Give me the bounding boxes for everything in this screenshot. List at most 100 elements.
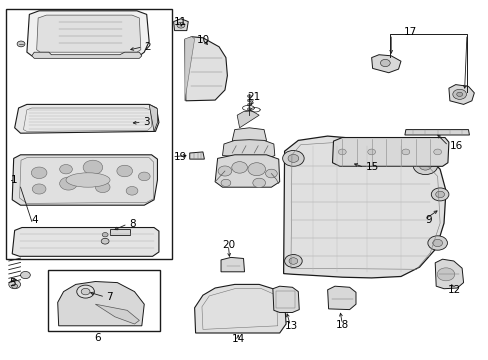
Circle shape bbox=[367, 149, 375, 155]
PathPatch shape bbox=[149, 104, 157, 131]
Circle shape bbox=[401, 149, 409, 155]
PathPatch shape bbox=[184, 37, 194, 101]
PathPatch shape bbox=[189, 152, 204, 159]
Circle shape bbox=[430, 188, 448, 201]
Text: 1: 1 bbox=[11, 175, 18, 185]
Bar bbox=[48, 270, 160, 331]
Text: 20: 20 bbox=[222, 240, 234, 250]
Ellipse shape bbox=[66, 173, 110, 187]
Circle shape bbox=[288, 258, 297, 264]
Circle shape bbox=[338, 149, 346, 155]
PathPatch shape bbox=[215, 155, 279, 187]
Circle shape bbox=[247, 112, 251, 115]
Text: 21: 21 bbox=[247, 92, 261, 102]
Circle shape bbox=[427, 236, 447, 250]
Text: 13: 13 bbox=[284, 321, 297, 331]
PathPatch shape bbox=[371, 55, 400, 73]
Circle shape bbox=[433, 149, 441, 155]
PathPatch shape bbox=[173, 19, 188, 31]
Circle shape bbox=[252, 178, 265, 188]
Text: 4: 4 bbox=[32, 215, 39, 225]
Circle shape bbox=[432, 239, 442, 247]
Text: 19: 19 bbox=[173, 152, 186, 162]
Circle shape bbox=[247, 99, 251, 102]
Text: 18: 18 bbox=[335, 320, 348, 330]
PathPatch shape bbox=[12, 228, 159, 256]
PathPatch shape bbox=[232, 128, 266, 145]
PathPatch shape bbox=[222, 140, 274, 159]
Text: 17: 17 bbox=[403, 27, 417, 37]
Circle shape bbox=[20, 271, 30, 279]
Circle shape bbox=[287, 154, 298, 162]
PathPatch shape bbox=[237, 111, 259, 128]
Circle shape bbox=[31, 167, 47, 179]
Circle shape bbox=[81, 288, 90, 295]
PathPatch shape bbox=[327, 286, 355, 310]
Circle shape bbox=[247, 103, 251, 106]
Text: 12: 12 bbox=[447, 285, 461, 295]
Circle shape bbox=[231, 162, 247, 173]
Circle shape bbox=[247, 163, 265, 176]
Text: 8: 8 bbox=[129, 219, 136, 229]
Circle shape bbox=[95, 182, 110, 193]
Circle shape bbox=[221, 179, 230, 186]
Circle shape bbox=[435, 191, 444, 198]
Text: 7: 7 bbox=[106, 292, 113, 302]
Bar bbox=[276, 291, 294, 308]
Circle shape bbox=[9, 280, 20, 289]
Text: 3: 3 bbox=[143, 117, 150, 127]
Circle shape bbox=[247, 108, 251, 111]
Circle shape bbox=[101, 238, 109, 244]
Circle shape bbox=[60, 177, 77, 190]
Text: 5: 5 bbox=[9, 278, 16, 288]
Circle shape bbox=[77, 285, 94, 298]
Circle shape bbox=[456, 92, 462, 96]
PathPatch shape bbox=[15, 104, 159, 133]
Circle shape bbox=[284, 255, 302, 267]
Circle shape bbox=[265, 169, 277, 178]
PathPatch shape bbox=[448, 85, 473, 104]
Circle shape bbox=[83, 160, 102, 175]
Circle shape bbox=[418, 161, 431, 170]
PathPatch shape bbox=[194, 284, 285, 333]
Text: 15: 15 bbox=[365, 162, 378, 172]
PathPatch shape bbox=[95, 304, 139, 324]
Circle shape bbox=[32, 184, 46, 194]
PathPatch shape bbox=[27, 11, 149, 56]
PathPatch shape bbox=[283, 136, 445, 278]
Text: 11: 11 bbox=[174, 17, 187, 27]
PathPatch shape bbox=[272, 286, 299, 312]
Circle shape bbox=[452, 89, 466, 99]
Text: 16: 16 bbox=[449, 141, 462, 151]
Circle shape bbox=[380, 59, 389, 67]
Circle shape bbox=[247, 95, 251, 98]
Text: 6: 6 bbox=[94, 333, 101, 343]
PathPatch shape bbox=[58, 282, 144, 326]
Circle shape bbox=[436, 268, 454, 281]
PathPatch shape bbox=[434, 259, 463, 289]
Circle shape bbox=[17, 41, 25, 47]
PathPatch shape bbox=[37, 15, 141, 52]
Text: 14: 14 bbox=[231, 334, 244, 344]
Text: 2: 2 bbox=[144, 42, 151, 52]
PathPatch shape bbox=[110, 229, 129, 235]
Circle shape bbox=[177, 22, 184, 28]
PathPatch shape bbox=[332, 138, 448, 166]
Circle shape bbox=[218, 166, 231, 176]
PathPatch shape bbox=[404, 130, 468, 135]
Text: 10: 10 bbox=[196, 35, 209, 45]
Circle shape bbox=[412, 157, 437, 175]
Circle shape bbox=[126, 186, 138, 195]
Bar bbox=[6, 9, 172, 259]
Circle shape bbox=[117, 165, 132, 177]
PathPatch shape bbox=[32, 52, 142, 58]
Text: 9: 9 bbox=[425, 215, 431, 225]
Circle shape bbox=[138, 172, 150, 181]
Circle shape bbox=[60, 165, 72, 174]
PathPatch shape bbox=[12, 155, 157, 205]
PathPatch shape bbox=[184, 37, 227, 101]
Circle shape bbox=[12, 284, 18, 288]
PathPatch shape bbox=[221, 257, 244, 272]
Circle shape bbox=[282, 150, 304, 166]
Circle shape bbox=[102, 233, 108, 237]
